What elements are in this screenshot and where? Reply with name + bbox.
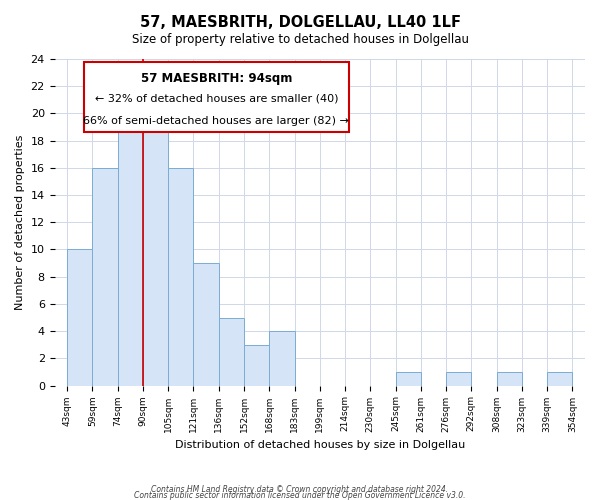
- Bar: [168, 168, 193, 386]
- Text: 57, MAESBRITH, DOLGELLAU, LL40 1LF: 57, MAESBRITH, DOLGELLAU, LL40 1LF: [139, 15, 461, 30]
- Bar: [193, 263, 219, 386]
- Text: Contains public sector information licensed under the Open Government Licence v3: Contains public sector information licen…: [134, 491, 466, 500]
- Bar: [395, 372, 421, 386]
- Bar: [497, 372, 522, 386]
- Bar: [118, 127, 143, 386]
- FancyBboxPatch shape: [84, 62, 349, 132]
- Y-axis label: Number of detached properties: Number of detached properties: [15, 134, 25, 310]
- Text: 57 MAESBRITH: 94sqm: 57 MAESBRITH: 94sqm: [140, 72, 292, 85]
- Bar: [269, 331, 295, 386]
- Bar: [547, 372, 572, 386]
- Bar: [67, 250, 92, 386]
- Text: ← 32% of detached houses are smaller (40): ← 32% of detached houses are smaller (40…: [95, 94, 338, 104]
- X-axis label: Distribution of detached houses by size in Dolgellau: Distribution of detached houses by size …: [175, 440, 465, 450]
- Bar: [244, 344, 269, 386]
- Text: Size of property relative to detached houses in Dolgellau: Size of property relative to detached ho…: [131, 32, 469, 46]
- Text: 66% of semi-detached houses are larger (82) →: 66% of semi-detached houses are larger (…: [83, 116, 349, 126]
- Bar: [143, 114, 168, 386]
- Bar: [92, 168, 118, 386]
- Text: Contains HM Land Registry data © Crown copyright and database right 2024.: Contains HM Land Registry data © Crown c…: [151, 485, 449, 494]
- Bar: [219, 318, 244, 386]
- Bar: [446, 372, 472, 386]
